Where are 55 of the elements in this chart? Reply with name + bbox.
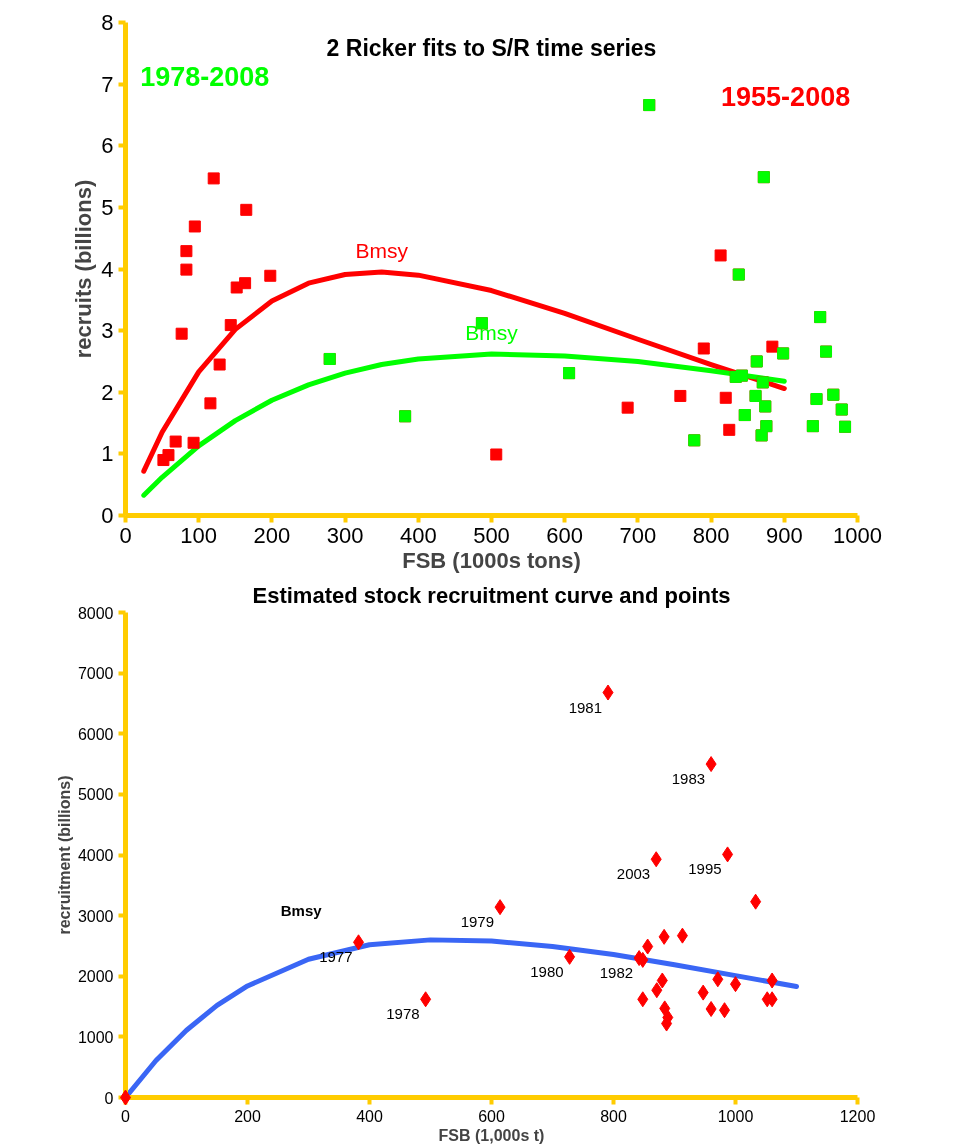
- chart-title: Estimated stock recruitment curve and points: [252, 582, 731, 608]
- x-tick-label: 400: [356, 1107, 383, 1125]
- series-label: Bmsy: [355, 239, 409, 263]
- x-tick-label: 900: [765, 522, 803, 548]
- y-tick-label: 2: [101, 379, 114, 405]
- x-tick-label: 100: [180, 522, 218, 548]
- y-tick-label: 0: [101, 503, 114, 528]
- x-tick-label: 1000: [833, 522, 882, 548]
- text: 2 Ricker fits to S/R time series: [326, 34, 657, 61]
- x-axis-title: FSB (1000s tons): [402, 547, 581, 573]
- annotation: 1983: [671, 770, 706, 788]
- y-tick-label: 5000: [77, 786, 114, 804]
- y-tick-label: 1: [101, 441, 114, 467]
- x-tick-label: 200: [253, 522, 291, 548]
- x-tick-label: 0: [121, 1107, 131, 1125]
- annotation: 2003: [616, 865, 651, 883]
- x-tick-label: 600: [478, 1107, 505, 1125]
- annotation: 1980: [530, 962, 564, 980]
- y-tick-label: 6: [101, 133, 114, 159]
- y-tick-label: 8000: [77, 604, 114, 622]
- x-tick-label: 500: [473, 522, 510, 548]
- y-tick-label: 5: [101, 194, 114, 220]
- x-tick-label: 0: [119, 522, 132, 548]
- annotation: 1979: [460, 913, 495, 931]
- y-tick-label: 7: [101, 71, 114, 97]
- text: 1955-2008: [721, 81, 851, 112]
- x-tick-label: 1000: [717, 1107, 754, 1125]
- y-tick-label: 7000: [77, 665, 114, 683]
- y-axis-title: recruitment (billions): [55, 775, 73, 935]
- y-tick-label: 8: [101, 10, 114, 35]
- x-tick-label: 400: [399, 522, 437, 548]
- y-tick-label: 6000: [77, 725, 114, 743]
- y-tick-label: 3000: [77, 907, 114, 925]
- y-tick-label: 2000: [77, 968, 114, 986]
- y-tick-label: 1000: [77, 1028, 114, 1046]
- x-tick-label: 200: [234, 1107, 261, 1125]
- y-axis-title: recruits (billions): [71, 179, 97, 359]
- y-tick-label: 4: [101, 256, 114, 282]
- x-tick-label: 800: [692, 522, 730, 548]
- annotation: 1978: [386, 1005, 420, 1023]
- x-tick-label: 300: [326, 522, 364, 548]
- series-label: Bmsy: [465, 321, 519, 345]
- annotation: 1982: [599, 964, 634, 982]
- x-tick-label: 600: [546, 522, 584, 548]
- text: 1978-2008: [140, 62, 270, 93]
- y-tick-label: 3: [101, 318, 114, 344]
- annotation: 1995: [688, 860, 722, 878]
- x-tick-label: 1200: [839, 1107, 876, 1125]
- x-tick-label: 800: [600, 1107, 627, 1125]
- y-tick-label: 0: [104, 1089, 114, 1107]
- annotation: Bmsy: [280, 902, 323, 920]
- x-tick-label: 700: [619, 522, 657, 548]
- y-tick-label: 4000: [77, 847, 114, 864]
- annotation: 1981: [568, 698, 603, 716]
- x-axis-title: FSB (1,000s t): [438, 1126, 545, 1144]
